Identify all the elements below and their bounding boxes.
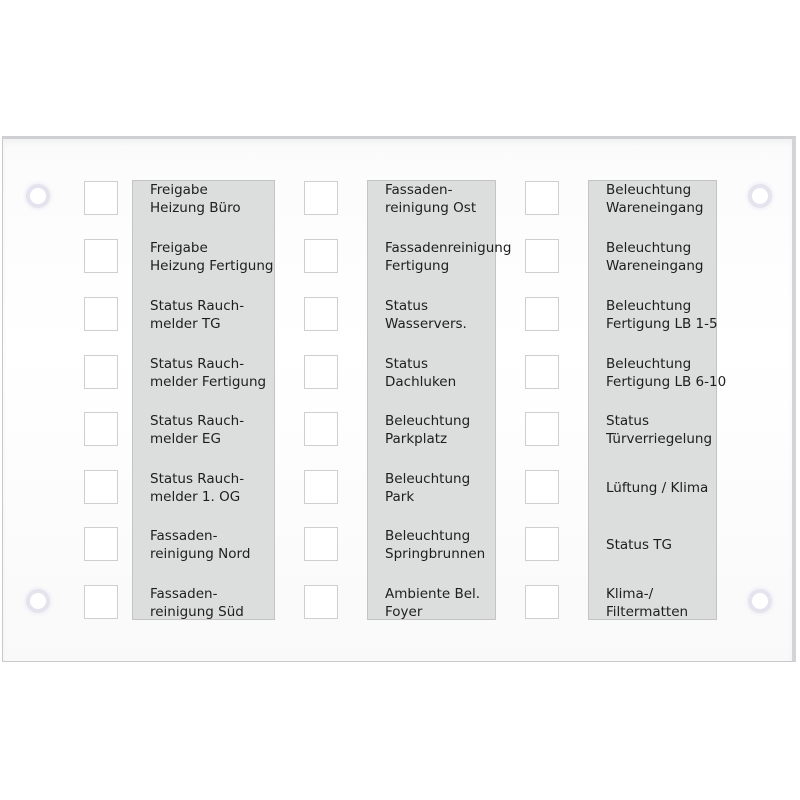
push-button[interactable] <box>84 355 118 389</box>
button-label: Status Rauch- melder 1. OG <box>150 471 245 505</box>
push-button[interactable] <box>304 239 338 273</box>
push-button[interactable] <box>304 470 338 504</box>
button-label: Status TG <box>606 537 673 553</box>
push-button[interactable] <box>304 527 338 561</box>
push-button[interactable] <box>525 527 559 561</box>
button-label: Fassaden- reinigung Nord <box>150 528 251 562</box>
button-label: Status Rauch- melder EG <box>150 413 245 447</box>
push-button[interactable] <box>304 181 338 215</box>
button-label: Status Rauch- melder Fertigung <box>150 356 267 390</box>
push-button[interactable] <box>84 297 118 331</box>
button-label: Fassadenreinigung Fertigung <box>385 240 512 274</box>
button-label: Status Wasservers. <box>385 298 467 332</box>
push-button[interactable] <box>304 585 338 619</box>
button-label: Beleuchtung Fertigung LB 1-5 <box>606 298 718 332</box>
button-label: Lüftung / Klima <box>606 480 709 496</box>
button-label: Beleuchtung Parkplatz <box>385 413 471 447</box>
button-label: Ambiente Bel. Foyer <box>385 586 481 620</box>
label-strip <box>367 180 496 620</box>
button-label: Klima-/ Filtermatten <box>606 586 689 620</box>
push-button[interactable] <box>525 585 559 619</box>
push-button[interactable] <box>84 585 118 619</box>
push-button[interactable] <box>304 297 338 331</box>
button-label: Freigabe Heizung Büro <box>150 182 241 216</box>
button-label: Status Türverriegelung <box>606 413 713 447</box>
button-label: Beleuchtung Wareneingang <box>606 182 704 216</box>
button-label: Fassaden- reinigung Süd <box>150 586 244 620</box>
button-label: Status Rauch- melder TG <box>150 298 245 332</box>
push-button[interactable] <box>525 181 559 215</box>
button-label: Beleuchtung Springbrunnen <box>385 528 486 562</box>
button-label: Beleuchtung Park <box>385 471 471 505</box>
push-button[interactable] <box>304 355 338 389</box>
button-label: Fassaden- reinigung Ost <box>385 182 477 216</box>
button-label: Beleuchtung Wareneingang <box>606 240 704 274</box>
label-strip <box>132 180 275 620</box>
push-button[interactable] <box>84 470 118 504</box>
screw-hole-icon <box>752 593 768 609</box>
push-button[interactable] <box>525 355 559 389</box>
push-button[interactable] <box>84 412 118 446</box>
screw-hole-icon <box>752 188 768 204</box>
push-button[interactable] <box>525 239 559 273</box>
label-strip <box>588 180 717 620</box>
push-button[interactable] <box>304 412 338 446</box>
screw-hole-icon <box>30 188 46 204</box>
button-label: Beleuchtung Fertigung LB 6-10 <box>606 356 727 390</box>
push-button[interactable] <box>525 297 559 331</box>
push-button[interactable] <box>84 527 118 561</box>
button-label: Status Dachluken <box>385 356 457 390</box>
push-button[interactable] <box>525 412 559 446</box>
push-button[interactable] <box>525 470 559 504</box>
button-label: Freigabe Heizung Fertigung <box>150 240 274 274</box>
push-button[interactable] <box>84 181 118 215</box>
push-button[interactable] <box>84 239 118 273</box>
screw-hole-icon <box>30 593 46 609</box>
